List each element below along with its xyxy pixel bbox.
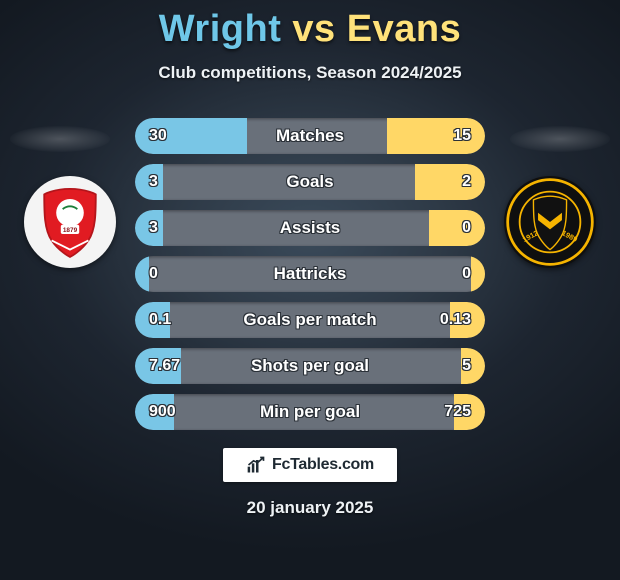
- player2-value: 2: [462, 164, 471, 200]
- stat-label: Shots per goal: [135, 348, 485, 384]
- player1-value: 3: [149, 210, 158, 246]
- stat-label: Goals per match: [135, 302, 485, 338]
- stat-row: Assists3 0: [135, 210, 485, 246]
- player2-value: 0: [462, 256, 471, 292]
- fctables-icon: [246, 455, 266, 475]
- player1-value: 0.1: [149, 302, 171, 338]
- player2-club-badge: 1912 1989: [504, 176, 596, 268]
- player1-name: Wright: [159, 8, 282, 50]
- stat-label: Assists: [135, 210, 485, 246]
- player2-name: Evans: [347, 8, 461, 50]
- stat-rows: Matches3015Goals32Assists30Hattricks00Go…: [135, 118, 485, 440]
- player1-value: 30: [149, 118, 167, 154]
- vs-label: vs: [292, 8, 335, 50]
- stat-label: Matches: [135, 118, 485, 154]
- player1-value: 3: [149, 164, 158, 200]
- player1-value: 0: [149, 256, 158, 292]
- stat-label: Hattricks: [135, 256, 485, 292]
- svg-text:1879: 1879: [63, 227, 78, 234]
- stats-stage: 1879 1912 1989 Matches3015Goals32Assists…: [0, 118, 620, 448]
- newport-badge-icon: 1912 1989: [504, 176, 596, 268]
- player1-club-badge: 1879: [24, 176, 116, 268]
- stat-label: Min per goal: [135, 394, 485, 430]
- subtitle: Club competitions, Season 2024/2025: [0, 63, 620, 83]
- stat-row: Matches30 15: [135, 118, 485, 154]
- page-title: Wright vs Evans: [0, 0, 620, 51]
- stat-row: Goals per match0.1 0.13: [135, 302, 485, 338]
- source-logo: FcTables.com: [223, 448, 397, 482]
- player2-value: 5: [462, 348, 471, 384]
- stat-row: Goals3 2: [135, 164, 485, 200]
- player1-value: 900: [149, 394, 176, 430]
- swindon-badge-icon: 1879: [24, 176, 116, 268]
- player2-value: 0: [462, 210, 471, 246]
- stat-row: Min per goal900 725: [135, 394, 485, 430]
- player1-value: 7.67: [149, 348, 180, 384]
- comparison-card: Wright vs Evans Club competitions, Seaso…: [0, 0, 620, 580]
- player1-shadow: [10, 126, 110, 152]
- stat-label: Goals: [135, 164, 485, 200]
- report-date: 20 january 2025: [0, 498, 620, 518]
- player2-value: 725: [444, 394, 471, 430]
- player2-value: 15: [453, 118, 471, 154]
- stat-row: Shots per goal7.67 5: [135, 348, 485, 384]
- source-logo-text: FcTables.com: [272, 456, 374, 474]
- player2-shadow: [510, 126, 610, 152]
- stat-row: Hattricks0 0: [135, 256, 485, 292]
- player2-value: 0.13: [440, 302, 471, 338]
